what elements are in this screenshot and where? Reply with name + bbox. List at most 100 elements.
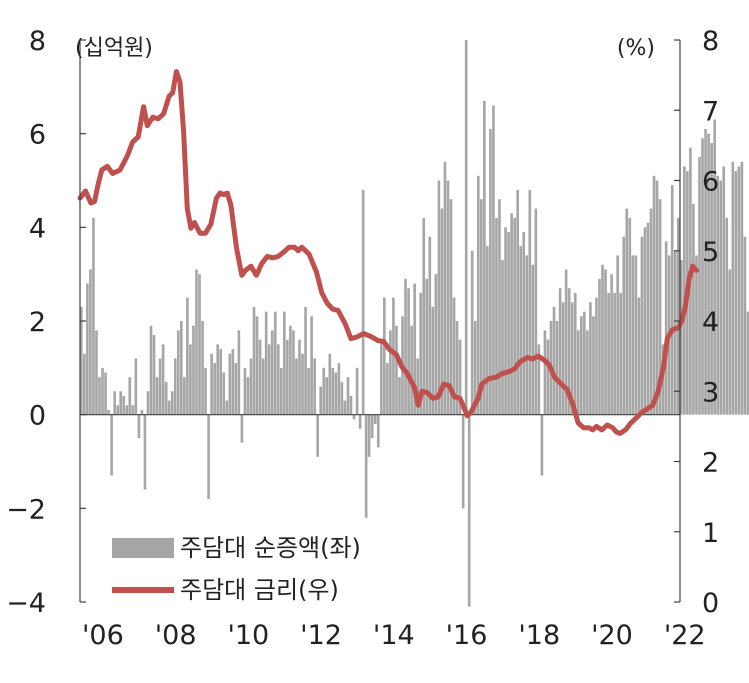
bar [322, 367, 326, 415]
bar [310, 316, 313, 415]
bar [692, 203, 695, 415]
bar [137, 414, 141, 439]
bar [392, 297, 395, 415]
bar [470, 250, 474, 415]
bar [734, 171, 738, 415]
bar [467, 414, 471, 607]
rate-line [77, 69, 699, 436]
bar [561, 302, 565, 415]
bar [640, 236, 644, 415]
bar [140, 409, 144, 415]
bar [676, 217, 680, 415]
bar [216, 344, 219, 415]
bar [158, 358, 162, 415]
bar [255, 316, 259, 415]
bar [528, 189, 532, 415]
bar [728, 269, 732, 415]
bar [695, 255, 698, 415]
bar [352, 414, 356, 420]
bar [370, 414, 374, 439]
bar [683, 166, 686, 415]
bar [719, 180, 723, 415]
bar [173, 358, 177, 415]
x-tick-labels: '06 '08 '10 '12 '14 '16 '18 '20 '22 [82, 620, 706, 651]
bar [325, 377, 329, 415]
bar [537, 344, 541, 415]
bar [546, 339, 550, 415]
bar [383, 297, 386, 415]
x-tick-label: '10 [227, 620, 269, 651]
bar [183, 377, 186, 415]
bar [152, 335, 156, 415]
bar [270, 330, 274, 415]
bar [622, 236, 626, 415]
bar [510, 213, 513, 415]
bar [286, 339, 289, 415]
bar [586, 330, 589, 415]
bar [404, 278, 407, 415]
bar [131, 405, 135, 415]
bar [349, 395, 353, 415]
bar [698, 157, 701, 415]
bar [704, 128, 707, 415]
right-tick-labels: 8 7 6 5 4 3 2 1 0 [702, 26, 719, 619]
bar [658, 199, 662, 415]
bar [573, 292, 577, 415]
rate-line-layer [77, 69, 699, 436]
bar [446, 180, 450, 415]
bar [398, 377, 401, 415]
bar [680, 260, 683, 415]
bar [386, 363, 389, 415]
bar [98, 377, 101, 415]
bar [252, 306, 256, 415]
bar [583, 311, 586, 415]
bar [358, 414, 362, 429]
bar [731, 161, 735, 415]
right-tick-label: 7 [702, 96, 719, 127]
bar [134, 358, 138, 415]
bar [276, 344, 280, 415]
right-axis-unit: (%) [617, 36, 655, 61]
bar [176, 330, 180, 415]
bar [92, 217, 95, 415]
x-tick-label: '14 [373, 620, 415, 651]
x-tick-label: '06 [82, 620, 124, 651]
bar [592, 316, 595, 415]
bar [619, 292, 623, 415]
bar [89, 269, 92, 415]
bar [107, 409, 110, 415]
bar [580, 316, 583, 415]
bar [155, 377, 159, 415]
bar [567, 288, 571, 415]
bar [316, 414, 319, 457]
bar [273, 311, 277, 415]
bar [376, 414, 380, 448]
bar [410, 325, 413, 415]
bar [180, 321, 183, 415]
legend-bar-label: 주담대 순증액(좌) [180, 534, 361, 562]
bar [292, 330, 295, 415]
bar [495, 217, 498, 415]
bar [634, 255, 638, 415]
bar [673, 250, 677, 415]
bar [722, 166, 726, 415]
bar [219, 349, 223, 415]
bar [110, 414, 113, 476]
left-tick-label: 0 [29, 401, 46, 432]
bar [246, 377, 250, 415]
bar [507, 232, 510, 415]
bar [346, 377, 350, 415]
bar [513, 217, 516, 415]
bar [249, 358, 253, 415]
bar [743, 236, 747, 415]
bar [380, 339, 383, 415]
bar [461, 414, 465, 509]
bar [319, 386, 323, 415]
bar [104, 372, 107, 415]
bar [228, 353, 232, 415]
left-tick-label: −4 [6, 588, 46, 619]
bar [452, 297, 456, 415]
left-tick-label: 8 [29, 26, 46, 57]
bar [416, 358, 419, 415]
bar [710, 143, 713, 415]
